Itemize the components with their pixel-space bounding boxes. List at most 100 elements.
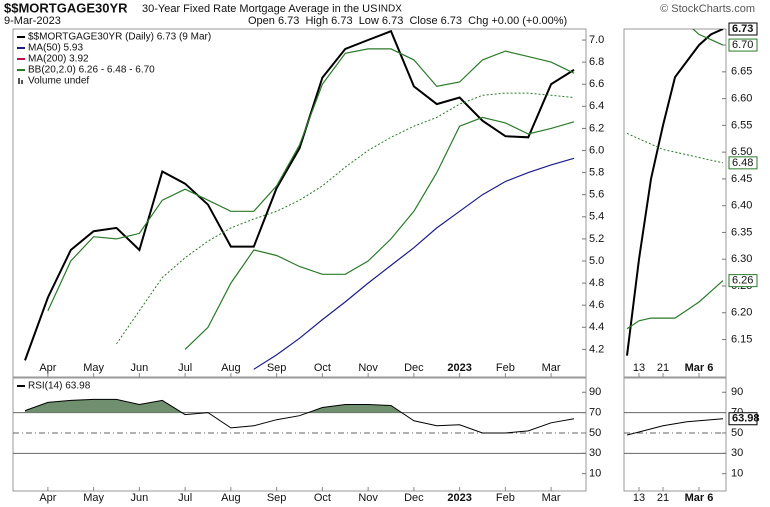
x-tick-label: Dec (404, 492, 424, 504)
value-label-box (728, 412, 758, 426)
x-tick-label: Jul (178, 492, 192, 504)
area-fill (25, 399, 402, 413)
y-tick-label: 50 (731, 427, 743, 439)
x-tick-label: Jul (178, 362, 192, 374)
y-tick-label: 6.50 (731, 146, 752, 158)
description: 30-Year Fixed Rate Mortgage Average in t… (142, 3, 377, 15)
y-tick-label: 6.0 (589, 144, 604, 156)
x-tick-label: 21 (657, 362, 669, 374)
plot-area (626, 29, 724, 356)
y-tick-label: 10 (589, 468, 601, 480)
credit: © StockCharts.com (660, 3, 755, 15)
series-line (626, 418, 724, 436)
series-line (626, 280, 724, 330)
x-tick-label: Mar 6 (685, 362, 714, 374)
value-label-box (728, 274, 758, 288)
y-tick-label: 4.6 (589, 299, 604, 311)
y-tick-label: 70 (589, 407, 601, 419)
value-label: 6.73 (732, 23, 753, 35)
x-tick-label: Jun (131, 492, 149, 504)
legend-swatch (18, 78, 20, 84)
legend-label: RSI(14) 63.98 (28, 381, 91, 392)
x-tick-label: Nov (358, 362, 378, 374)
series-line (626, 132, 724, 164)
panel-frame (623, 28, 727, 378)
y-tick-label: 30 (731, 447, 743, 459)
series-line (184, 116, 575, 350)
x-tick-label: Feb (496, 492, 515, 504)
value-label: 63.98 (732, 413, 760, 425)
value-label-box (728, 38, 758, 52)
y-tick-label: 6.45 (731, 173, 752, 185)
series-line (116, 92, 575, 345)
value-label: 6.26 (732, 275, 753, 287)
y-tick-label: 6.30 (731, 253, 752, 265)
x-tick-label: May (83, 492, 104, 504)
value-label: 6.48 (732, 157, 753, 169)
symbol: $$MORTGAGE30YR (4, 0, 128, 15)
x-tick-label: Feb (496, 362, 515, 374)
y-tick-label: 6.15 (731, 333, 752, 345)
y-tick-label: 6.55 (731, 119, 752, 131)
plot-area (13, 398, 586, 454)
series-line (47, 48, 575, 311)
y-tick-label: 6.20 (731, 307, 752, 319)
value-label: 6.70 (732, 39, 753, 51)
y-tick-label: 90 (731, 386, 743, 398)
y-tick-label: 5.6 (589, 189, 604, 201)
date: 9-Mar-2023 (4, 15, 61, 27)
x-tick-label: May (83, 362, 104, 374)
y-tick-label: 6.8 (589, 56, 604, 68)
y-tick-label: 5.4 (589, 211, 604, 223)
legend-label: Volume undef (28, 76, 89, 87)
y-tick-label: 90 (589, 386, 601, 398)
y-tick-label: 6.65 (731, 66, 752, 78)
value-label-box (728, 22, 758, 36)
y-tick-label: 6.2 (589, 122, 604, 134)
y-tick-label: 10 (731, 468, 743, 480)
x-tick-label: 13 (633, 492, 645, 504)
panel-frame (12, 28, 587, 378)
panel-frame (623, 377, 727, 492)
x-tick-label: Sep (267, 492, 287, 504)
x-tick-label: Oct (314, 492, 331, 504)
x-tick-label: Sep (267, 362, 287, 374)
x-tick-label: Mar (542, 362, 561, 374)
legend-swatch (21, 80, 23, 84)
value-label-box (728, 156, 758, 170)
panel-frame (12, 377, 587, 492)
y-tick-label: 5.8 (589, 167, 604, 179)
y-tick-label: 4.4 (589, 321, 604, 333)
y-tick-label: 4.8 (589, 277, 604, 289)
x-tick-label: Jun (131, 362, 149, 374)
y-tick-label: 6.40 (731, 200, 752, 212)
series-line (253, 157, 575, 370)
y-tick-label: 5.0 (589, 255, 604, 267)
x-tick-label: 2023 (447, 492, 471, 504)
x-tick-label: 13 (633, 362, 645, 374)
y-tick-label: 30 (589, 447, 601, 459)
y-tick-label: 6.6 (589, 78, 604, 90)
plot-area (24, 29, 575, 370)
x-tick-label: Mar 6 (685, 492, 714, 504)
x-tick-label: Oct (314, 362, 331, 374)
quote: Open 6.73 High 6.73 Low 6.73 Close 6.73 … (248, 15, 567, 27)
y-tick-label: 5.2 (589, 233, 604, 245)
y-tick-label: 6.35 (731, 226, 752, 238)
x-tick-label: Aug (221, 362, 241, 374)
y-tick-label: 6.4 (589, 100, 604, 112)
legend-label: BB(20,2.0) 6.26 - 6.48 - 6.70 (28, 65, 155, 76)
x-tick-label: Apr (39, 362, 56, 374)
legend-label: $$MORTGAGE30YR (Daily) 6.73 (9 Mar) (28, 32, 211, 43)
x-tick-label: Nov (358, 492, 378, 504)
plot-area (624, 412, 726, 454)
x-tick-label: Dec (404, 362, 424, 374)
y-tick-label: 50 (589, 427, 601, 439)
x-tick-label: 2023 (447, 362, 471, 374)
series-line (24, 398, 575, 434)
y-tick-label: 7.0 (589, 34, 604, 46)
x-tick-label: 21 (657, 492, 669, 504)
y-tick-label: 6.60 (731, 93, 752, 105)
